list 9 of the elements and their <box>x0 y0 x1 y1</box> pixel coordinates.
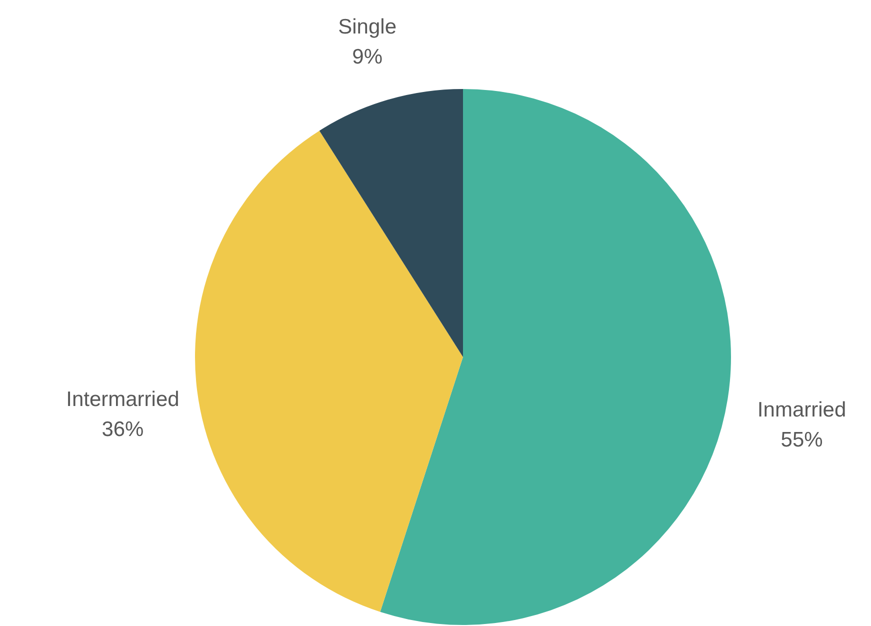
slice-label: Intermarried <box>66 388 180 411</box>
pie-slice <box>319 89 463 357</box>
data-label: 9% <box>352 46 382 69</box>
slice-label: Inmarried <box>757 398 846 422</box>
data-label: 55% <box>780 428 823 452</box>
pie-slice <box>195 130 463 612</box>
slice-label: Single <box>338 16 396 39</box>
data-label: 36% <box>102 418 144 441</box>
pie-slice <box>380 89 731 625</box>
